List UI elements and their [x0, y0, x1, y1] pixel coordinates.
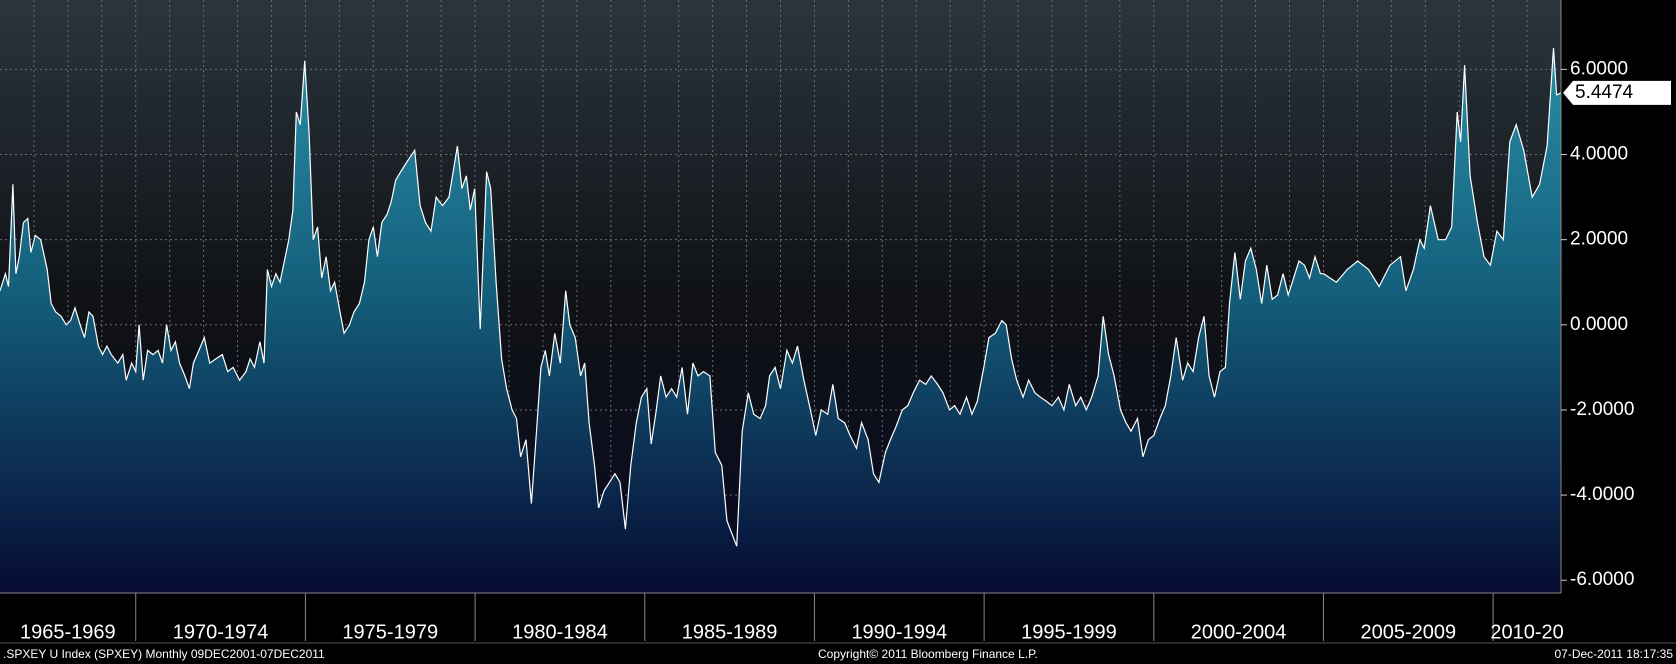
- y-tick-label: 6.0000: [1570, 58, 1628, 79]
- x-tick-label: 2010-20: [1490, 621, 1563, 643]
- area: [0, 48, 1561, 594]
- timestamp: 07-Dec-2011 18:17:35: [1554, 647, 1673, 661]
- y-tick-label: -6.0000: [1570, 569, 1634, 590]
- y-tick-label: -2.0000: [1570, 399, 1634, 420]
- x-tick-label: 1990-1994: [851, 621, 947, 643]
- x-tick-label: 1995-1999: [1021, 621, 1117, 643]
- axis-strip: [0, 593, 1676, 664]
- y-tick-label: 4.0000: [1570, 144, 1628, 165]
- y-tick-label: 2.0000: [1570, 229, 1628, 250]
- y-tick-label: -4.0000: [1570, 484, 1634, 505]
- x-tick-label: 1985-1989: [682, 621, 778, 643]
- x-tick-label: 1975-1979: [342, 621, 438, 643]
- x-tick-label: 2005-2009: [1360, 621, 1456, 643]
- copyright: Copyright© 2011 Bloomberg Finance L.P.: [818, 647, 1038, 661]
- x-tick-label: 2000-2004: [1191, 621, 1287, 643]
- x-tick-label: 1970-1974: [173, 621, 269, 643]
- y-tick-label: 0.0000: [1570, 314, 1628, 335]
- last-value-callout: [1563, 80, 1671, 105]
- x-tick-label: 1965-1969: [20, 621, 116, 643]
- line: [0, 48, 1562, 547]
- x-tick-label: 1980-1984: [512, 621, 608, 643]
- last-value-label: 5.4474: [1575, 82, 1634, 103]
- source: .SPXEY U Index (SPXEY) Monthly 09DEC2001…: [3, 647, 325, 661]
